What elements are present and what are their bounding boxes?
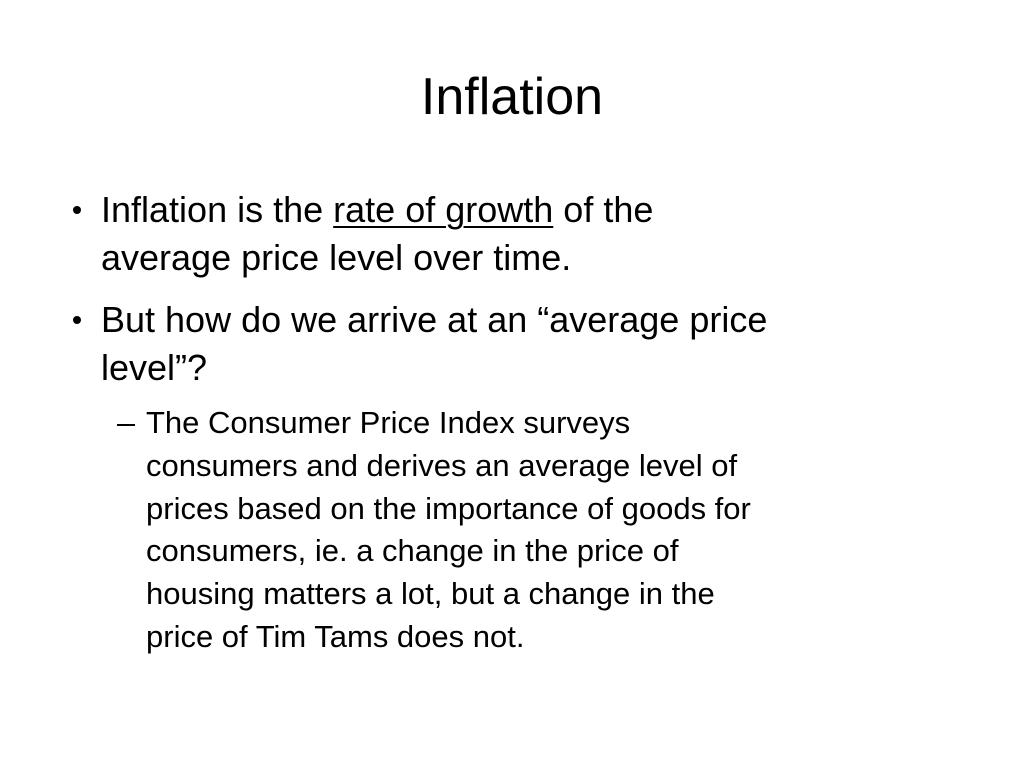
slide-title: Inflation [420,68,604,126]
sub-bullet-line: The Consumer Price Index surveys [146,405,631,440]
bullet-line: average price level over time. [101,237,572,278]
sub-bullet-line: price of Tim Tams does not. [146,618,525,654]
bullet-marker [73,316,81,324]
text: Inflation is the [101,189,324,230]
text: of the [563,189,654,230]
sub-bullet-line: consumers, ie. a change in the price of [146,533,679,569]
underlined-text: rate of growth [333,189,554,230]
sub-bullet-marker [117,424,135,426]
bullet: Inflation is the rate of growth of the a… [101,186,653,282]
sub-bullet: The Consumer Price Index surveys consume… [146,402,751,659]
sub-bullet-line: housing matters a lot, but a change in t… [146,576,715,612]
sub-bullet-line: consumers and derives an average level o… [146,447,738,483]
bullet-line: level”? [101,347,208,388]
bullet: But how do we arrive at an “average pric… [101,296,767,392]
sub-bullet-line: prices based on the importance of goods … [146,490,751,526]
bullet-line: Inflation is the rate of growth of the [101,186,653,234]
bullet-marker [73,206,81,214]
bullet-line: But how do we arrive at an “average pric… [101,299,768,340]
